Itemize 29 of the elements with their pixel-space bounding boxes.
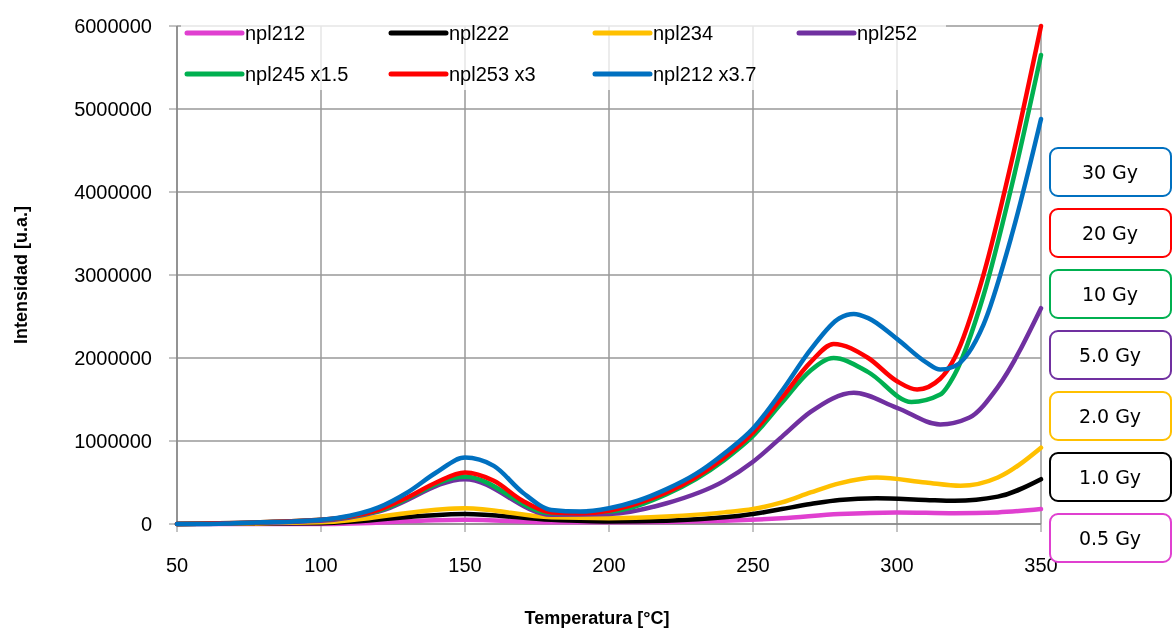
text: 10 Gy bbox=[1081, 282, 1139, 305]
y-tick-label: 5000000 bbox=[74, 98, 152, 120]
text: 20 Gy bbox=[1081, 221, 1139, 244]
x-axis-title: Temperatura [°C] bbox=[524, 608, 670, 628]
x-tick-label: 100 bbox=[304, 554, 338, 576]
x-tick-label: 300 bbox=[880, 554, 914, 576]
text: 0.5 Gy bbox=[1078, 526, 1142, 549]
text: 1.0 Gy bbox=[1078, 465, 1142, 488]
legend-label: npl222 bbox=[449, 22, 510, 44]
y-tick-label: 2000000 bbox=[74, 347, 152, 369]
text: 30 Gy bbox=[1081, 160, 1139, 183]
legend-label: npl245 x1.5 bbox=[245, 63, 349, 85]
legend-label: npl212 bbox=[245, 22, 306, 44]
y-tick-label: 4000000 bbox=[74, 181, 152, 203]
text: 2.0 Gy bbox=[1078, 404, 1142, 427]
x-tick-label: 250 bbox=[736, 554, 770, 576]
x-tick-label: 50 bbox=[165, 554, 189, 576]
legend-label: npl234 bbox=[653, 22, 714, 44]
x-tick-label: 150 bbox=[448, 554, 482, 576]
text: 5.0 Gy bbox=[1078, 343, 1142, 366]
y-tick-label: 1000000 bbox=[74, 430, 152, 452]
x-tick-label: 200 bbox=[592, 554, 626, 576]
legend-label: npl212 x3.7 bbox=[653, 63, 757, 85]
legend-label: npl253 x3 bbox=[449, 63, 536, 85]
legend-label: npl252 bbox=[857, 22, 918, 44]
y-tick-label: 3000000 bbox=[74, 264, 152, 286]
y-tick-label: 6000000 bbox=[74, 15, 152, 37]
y-axis-title: Intensidad [u.a.] bbox=[11, 205, 31, 345]
y-tick-label: 0 bbox=[140, 513, 152, 535]
